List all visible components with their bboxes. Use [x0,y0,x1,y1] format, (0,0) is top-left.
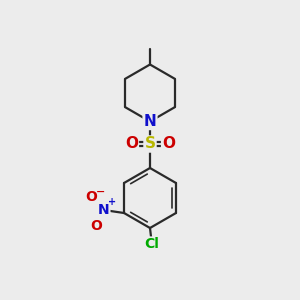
Text: N: N [144,114,156,129]
Text: S: S [145,136,155,152]
Text: O: O [162,136,175,152]
Text: −: − [96,187,105,197]
Text: O: O [85,190,97,204]
Text: O: O [125,136,138,152]
Text: +: + [108,197,116,207]
Text: Cl: Cl [144,238,159,251]
Text: O: O [90,219,102,232]
Text: N: N [98,203,109,217]
